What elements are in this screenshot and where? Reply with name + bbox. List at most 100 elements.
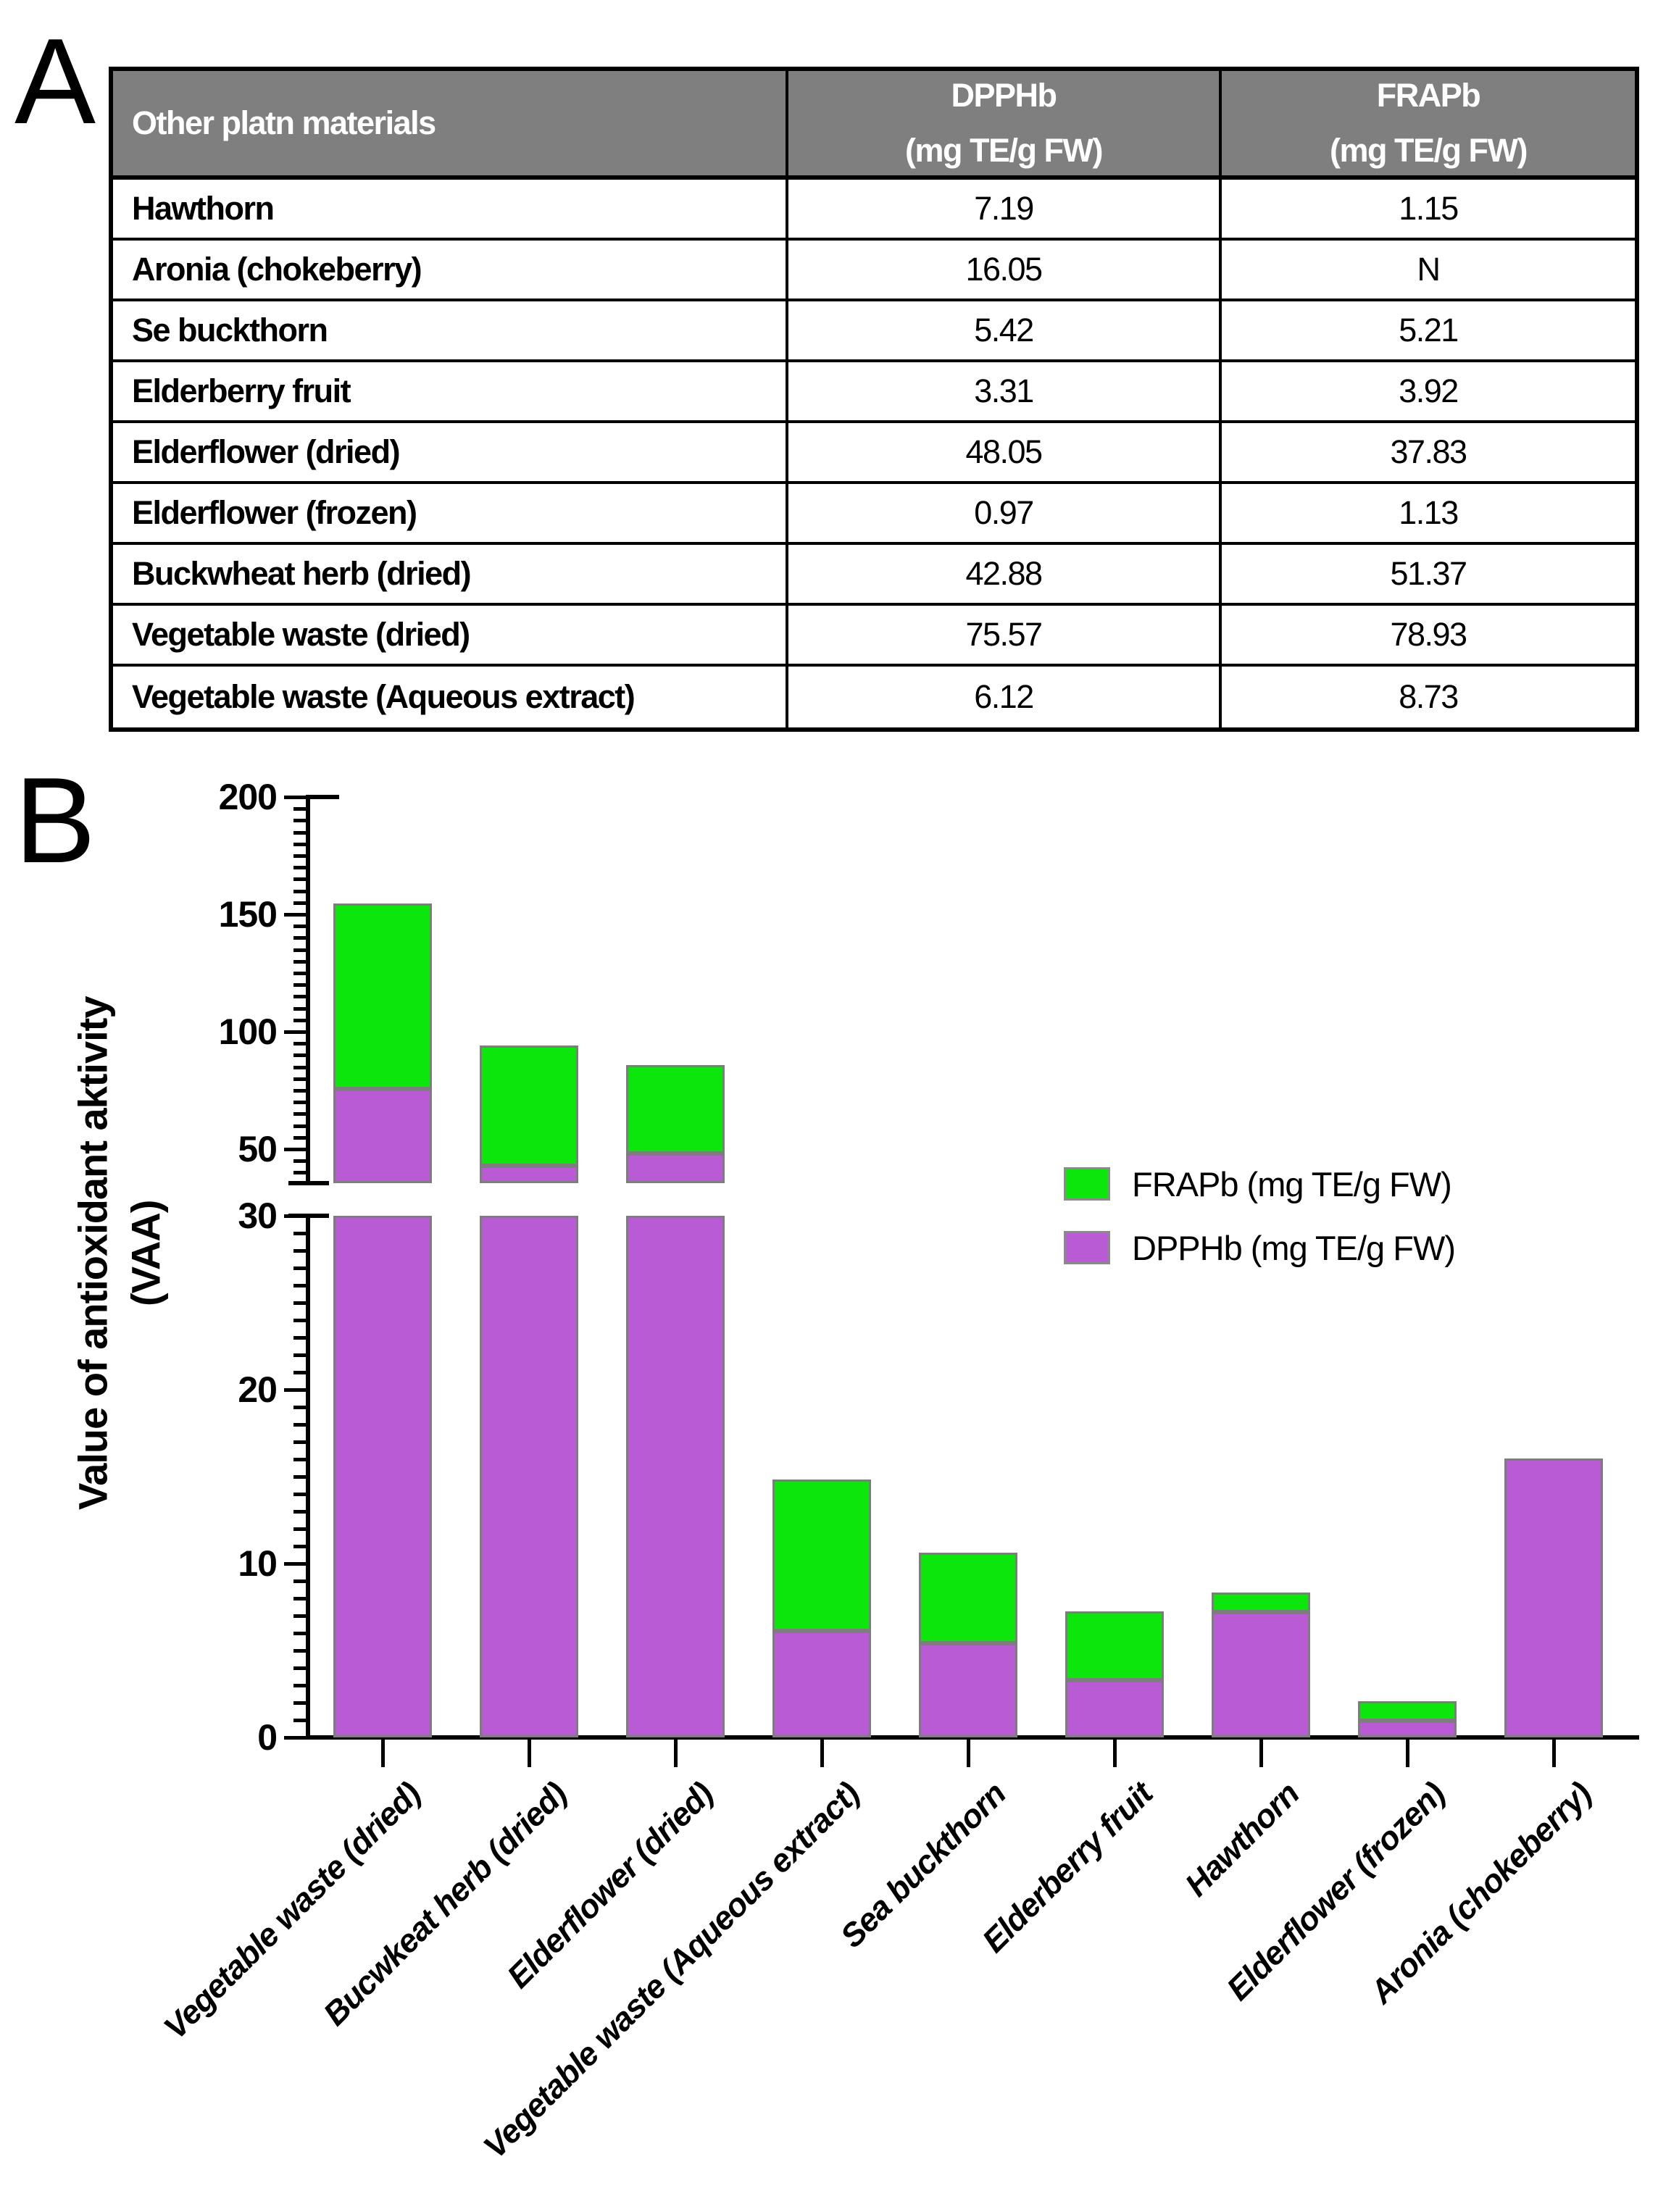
y-major-tick (284, 1148, 306, 1151)
table-cell-frap: 8.73 (1222, 667, 1635, 727)
y-minor-tick (293, 1579, 306, 1583)
y-minor-tick (293, 1701, 306, 1705)
table-row-material: Vegetable waste (dried) (113, 606, 788, 667)
y-minor-tick (293, 1266, 306, 1270)
y-axis-upper-segment (306, 795, 310, 1185)
x-major-tick (381, 1740, 385, 1767)
y-axis-lower-segment (306, 1214, 310, 1740)
table-header-frap-line2: (mg TE/g FW) (1330, 132, 1528, 169)
y-minor-tick (293, 1666, 306, 1670)
y-minor-tick (293, 1077, 306, 1081)
legend-label-dpphb: DPPHb (mg TE/g FW) (1132, 1228, 1456, 1267)
y-major-tick (284, 1030, 306, 1034)
y-minor-tick (293, 877, 306, 882)
y-minor-tick (293, 1284, 306, 1287)
bar-segment-dpph (480, 1166, 578, 1183)
table-cell-frap: 51.37 (1222, 545, 1635, 606)
y-minor-tick (293, 1597, 306, 1600)
y-minor-tick (293, 1053, 306, 1058)
y-major-tick (284, 1562, 306, 1566)
y-minor-tick (293, 959, 306, 964)
bar-segment-dpph (480, 1216, 578, 1737)
x-major-tick (674, 1740, 678, 1767)
x-axis-line (306, 1735, 1639, 1740)
table-cell-dpph: 6.12 (788, 667, 1222, 727)
y-tick-label: 0 (257, 1717, 278, 1758)
y-minor-tick (293, 1065, 306, 1069)
bar-segment-frap (772, 1479, 871, 1632)
panel-b-label: B (14, 752, 96, 888)
y-minor-tick (293, 1458, 306, 1461)
table-cell-dpph: 5.42 (788, 301, 1222, 362)
y-tick-label: 150 (218, 894, 278, 935)
bar-segment-frap (1212, 1592, 1310, 1613)
bar-segment-frap (626, 1064, 725, 1154)
y-major-tick (284, 1736, 306, 1740)
y-minor-tick (293, 1089, 306, 1093)
table-row-material: Elderflower (frozen) (113, 484, 788, 545)
table-header-dpph-line1: DPPHb (951, 77, 1057, 114)
y-minor-tick (293, 1232, 306, 1235)
x-category-label: Hawthorn (1177, 1774, 1306, 1904)
y-tick-label: 10 (238, 1543, 278, 1584)
bar-segment-dpph (1065, 1679, 1164, 1737)
x-category-label: Bucwkeat herb (dried) (316, 1774, 574, 2033)
table-cell-frap: 78.93 (1222, 606, 1635, 667)
y-tick-label: 20 (238, 1369, 278, 1410)
y-minor-tick (293, 1440, 306, 1444)
y-minor-tick (293, 983, 306, 988)
x-major-tick (1259, 1740, 1263, 1767)
table-row-material: Se buckthorn (113, 301, 788, 362)
x-major-tick (528, 1740, 531, 1767)
y-major-tick (284, 1214, 306, 1218)
table-cell-frap: 1.13 (1222, 484, 1635, 545)
y-minor-tick (293, 1301, 306, 1305)
y-tick-label: 30 (238, 1195, 278, 1236)
bar-segment-frap (333, 903, 432, 1090)
y-minor-tick (293, 807, 306, 811)
bar-segment-dpph (626, 1153, 725, 1183)
bar-segment-dpph (333, 1216, 432, 1737)
y-major-tick (284, 1388, 306, 1392)
table-cell-dpph: 16.05 (788, 241, 1222, 301)
y-minor-tick (293, 1171, 306, 1175)
table-row-material: Elderberry fruit (113, 362, 788, 423)
x-major-tick (820, 1740, 824, 1767)
table-row-material: Aronia (chokeberry) (113, 241, 788, 301)
table-header-dpph-line2: (mg TE/g FW) (905, 132, 1103, 169)
y-minor-tick (293, 1042, 306, 1046)
y-tick-label: 100 (218, 1011, 278, 1052)
y-minor-tick (293, 1135, 306, 1140)
y-minor-tick (293, 1684, 306, 1687)
y-minor-tick (293, 1124, 306, 1128)
table-cell-dpph: 75.57 (788, 606, 1222, 667)
y-minor-tick (293, 901, 306, 905)
y-minor-tick (293, 1719, 306, 1722)
table-row-material: Hawthorn (113, 180, 788, 241)
y-minor-tick (293, 1101, 306, 1105)
y-minor-tick (293, 1406, 306, 1409)
table-header-frap: FRAPb (mg TE/g FW) (1222, 71, 1635, 180)
bar-segment-frap (919, 1552, 1017, 1643)
table-row-material: Buckwheat herb (dried) (113, 545, 788, 606)
y-minor-tick (293, 1353, 306, 1357)
table-cell-frap: 3.92 (1222, 362, 1635, 423)
y-minor-tick (293, 1018, 306, 1022)
y-minor-tick (293, 1112, 306, 1117)
x-category-label: Vegetable waste (dried) (156, 1774, 428, 2046)
y-minor-tick (293, 995, 306, 999)
y-minor-tick (293, 819, 306, 823)
y-minor-tick (293, 1249, 306, 1253)
y-minor-tick (293, 1159, 306, 1164)
y-axis-lower-break-cap (288, 1214, 329, 1218)
bar-segment-frap (1358, 1700, 1457, 1721)
y-minor-tick (293, 1545, 306, 1548)
x-major-tick (1406, 1740, 1409, 1767)
y-minor-tick (293, 866, 306, 870)
y-minor-tick (293, 925, 306, 929)
y-major-tick (284, 913, 306, 917)
legend-label-frapb: FRAPb (mg TE/g FW) (1132, 1164, 1452, 1203)
bar-segment-dpph (772, 1631, 871, 1737)
bar-segment-dpph (1358, 1720, 1457, 1737)
